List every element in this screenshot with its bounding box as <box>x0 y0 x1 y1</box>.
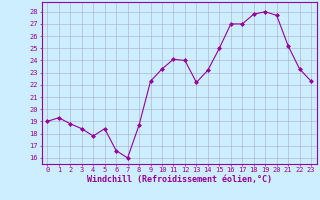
X-axis label: Windchill (Refroidissement éolien,°C): Windchill (Refroidissement éolien,°C) <box>87 175 272 184</box>
